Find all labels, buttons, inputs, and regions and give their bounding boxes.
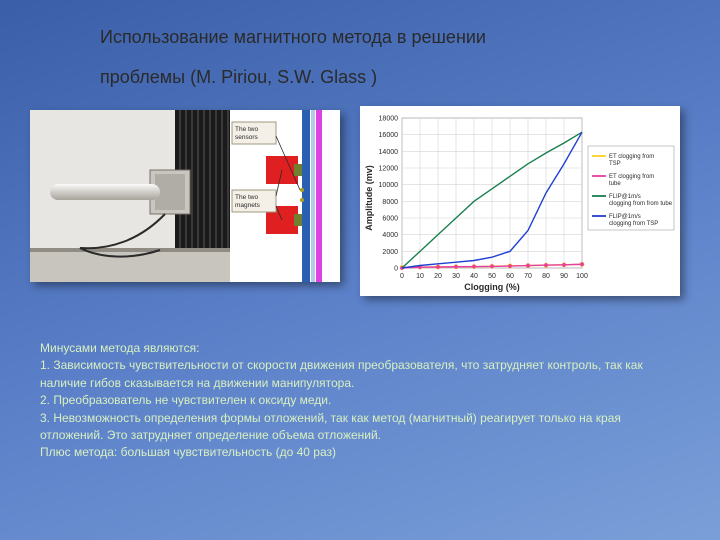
svg-text:60: 60 [506,273,514,280]
left-figure-svg: The two sensors The two magnets [30,110,340,282]
right-chart: 0 2000 4000 6000 8000 10000 12000 14000 16000 180… [360,106,680,296]
label-sensors-2: sensors [235,134,259,141]
svg-text:8000: 8000 [382,199,398,206]
svg-text:6000: 6000 [382,216,398,223]
svg-text:18000: 18000 [379,116,399,123]
svg-text:10000: 10000 [379,182,399,189]
body-p0: Минусами метода являются: [40,340,680,357]
body-p1: 1. Зависимость чувствительности от скоро… [40,357,680,392]
svg-text:10: 10 [416,273,424,280]
svg-text:16000: 16000 [379,132,399,139]
svg-text:14000: 14000 [379,149,399,156]
svg-text:20: 20 [434,273,442,280]
label-sensors-1: The two [235,126,259,133]
body-p4: Плюс метода: большая чувствительность (д… [40,444,680,461]
body-p3: 3. Невозможность определения формы отлож… [40,410,680,445]
figures-row: The two sensors The two magnets 02000400… [30,110,690,296]
svg-text:100: 100 [576,273,588,280]
svg-text:80: 80 [542,273,550,280]
body-text: Минусами метода являются: 1. Зависимость… [40,340,680,462]
label-magnets-1: The two [235,194,259,201]
ylabel: Amplitude (mv) [364,165,374,231]
svg-text:0: 0 [400,273,404,280]
chart-svg: 0 2000 4000 6000 8000 10000 12000 14000 16000 180… [360,106,680,296]
svg-text:50: 50 [488,273,496,280]
svg-text:90: 90 [560,273,568,280]
body-p2: 2. Преобразователь не чувствителен к окс… [40,392,680,409]
label-magnets-2: magnets [235,202,261,209]
svg-text:4000: 4000 [382,232,398,239]
svg-text:40: 40 [470,273,478,280]
title-line-1: Использование магнитного метода в решени… [100,27,486,47]
slide-title: Использование магнитного метода в решени… [100,18,660,97]
title-line-2: проблемы (M. Piriou, S.W. Glass ) [100,67,377,87]
svg-text:2000: 2000 [382,249,398,256]
svg-text:70: 70 [524,273,532,280]
svg-text:0: 0 [394,266,398,273]
slide: Использование магнитного метода в решени… [0,0,720,540]
xlabel: Clogging (%) [464,282,520,292]
svg-text:30: 30 [452,273,460,280]
left-figure: The two sensors The two magnets [30,110,340,282]
svg-text:12000: 12000 [379,166,399,173]
